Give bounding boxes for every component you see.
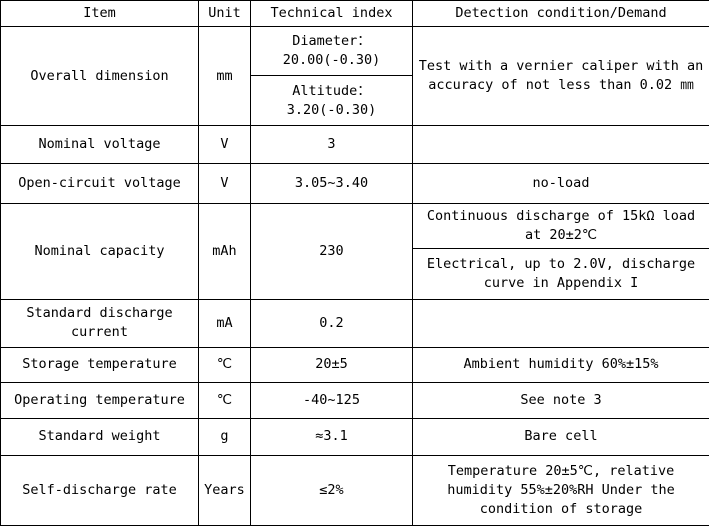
table-row: Altitude： 3.20(-0.30) — [1, 75, 709, 127]
item-storage-temperature: Storage temperature — [0, 346, 199, 383]
index-nominal-voltage: 3 — [250, 125, 413, 165]
index-operating-temperature: -40~125 — [250, 381, 413, 419]
index-altitude: Altitude： 3.20(-0.30) — [250, 75, 413, 127]
unit-operating-temperature: ℃ — [198, 381, 251, 419]
table-row: Nominal capacity mAh 230 Continuous disc… — [0, 203, 709, 300]
item-standard-discharge-current: Standard discharge current — [0, 298, 199, 348]
table-row: Overall dimension mm Diameter：20.00(-0.3… — [0, 26, 709, 127]
item-self-discharge-rate: Self-discharge rate — [0, 454, 199, 526]
unit-self-discharge-rate: Years — [198, 454, 251, 526]
detection-overall-dimension: Test with a vernier caliper with an accu… — [412, 26, 709, 127]
table-row: Self-discharge rate Years ≤2% Temperatur… — [0, 454, 709, 526]
header-detection: Detection condition/Demand — [412, 0, 709, 28]
table-row: Electrical, up to 2.0V, discharge curve … — [1, 248, 709, 300]
unit-nominal-voltage: V — [198, 125, 251, 165]
item-nominal-voltage: Nominal voltage — [0, 125, 199, 165]
table-row: Open-circuit voltage V 3.05~3.40 no-load — [0, 163, 709, 205]
unit-overall-dimension: mm — [198, 26, 251, 127]
detection-storage-temperature: Ambient humidity 60%±15% — [412, 346, 709, 383]
unit-storage-temperature: ℃ — [198, 346, 251, 383]
header-item: Item — [0, 0, 199, 28]
detection-standard-discharge-current — [412, 298, 709, 348]
detection-standard-weight: Bare cell — [412, 417, 709, 456]
item-operating-temperature: Operating temperature — [0, 381, 199, 419]
item-open-circuit-voltage: Open-circuit voltage — [0, 163, 199, 205]
index-self-discharge-rate: ≤2% — [250, 454, 413, 526]
table-row: Standard weight g ≈3.1 Bare cell — [0, 417, 709, 456]
detection-nominal-capacity-electrical: Electrical, up to 2.0V, discharge curve … — [412, 248, 709, 300]
index-open-circuit-voltage: 3.05~3.40 — [250, 163, 413, 205]
detection-open-circuit-voltage: no-load — [412, 163, 709, 205]
detection-self-discharge-rate: Temperature 20±5℃, relative humidity 55%… — [412, 454, 709, 526]
table-row: Operating temperature ℃ -40~125 See note… — [0, 381, 709, 419]
index-nominal-capacity: 230 — [250, 203, 413, 300]
item-overall-dimension: Overall dimension — [0, 26, 199, 127]
detection-nominal-capacity-continuous: Continuous discharge of 15kΩ load at 20±… — [412, 203, 709, 250]
header-technical-index: Technical index — [250, 0, 413, 28]
item-nominal-capacity: Nominal capacity — [0, 203, 199, 300]
index-standard-weight: ≈3.1 — [250, 417, 413, 456]
index-diameter: Diameter：20.00(-0.30) — [250, 26, 413, 77]
unit-standard-weight: g — [198, 417, 251, 456]
detection-nominal-voltage — [412, 125, 709, 165]
table-row: Nominal voltage V 3 — [0, 125, 709, 165]
index-standard-discharge-current: 0.2 — [250, 298, 413, 348]
detection-operating-temperature: See note 3 — [412, 381, 709, 419]
table-row: Standard discharge current mA 0.2 — [0, 298, 709, 348]
table-row: Storage temperature ℃ 20±5 Ambient humid… — [0, 346, 709, 383]
header-unit: Unit — [198, 0, 251, 28]
unit-open-circuit-voltage: V — [198, 163, 251, 205]
unit-nominal-capacity: mAh — [198, 203, 251, 300]
item-standard-weight: Standard weight — [0, 417, 199, 456]
unit-standard-discharge-current: mA — [198, 298, 251, 348]
index-storage-temperature: 20±5 — [250, 346, 413, 383]
header-row: Item Unit Technical index Detection cond… — [0, 0, 709, 28]
